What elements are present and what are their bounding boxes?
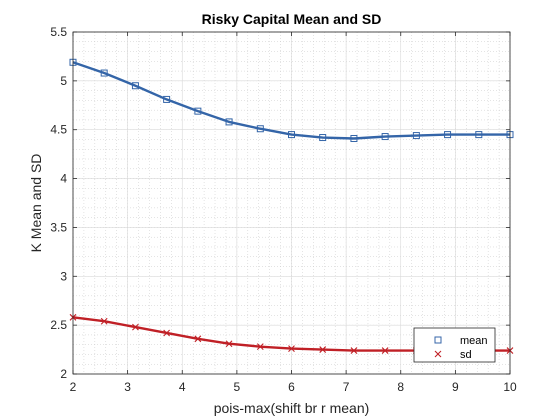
y-axis: 2 2.5 3 3.5 4 4.5 5 5.5 (50, 25, 510, 381)
x-tick-label: 4 (179, 380, 186, 394)
data-point-mean (350, 135, 358, 143)
legend-mean-marker (434, 336, 442, 344)
legend-sd-symbol (434, 350, 442, 358)
y-tick-label: 2.5 (50, 318, 67, 332)
data-point-sd (100, 317, 108, 325)
legend-sd-label: sd (460, 349, 472, 361)
data-point-mean (319, 134, 327, 142)
x-axis: 2 3 4 5 6 7 8 9 10 (70, 32, 517, 394)
legend-sd-marker (434, 350, 442, 358)
y-tick-label: 4.5 (50, 123, 67, 137)
data-point-mean (288, 131, 295, 139)
x-tick-label: 2 (70, 380, 77, 394)
y-tick-label: 2 (60, 367, 67, 381)
x-tick-label: 8 (397, 380, 404, 394)
legend-mean-symbol (434, 336, 442, 344)
data-point-sd (194, 335, 202, 343)
data-point-sd (381, 347, 389, 354)
data-point-mean (225, 118, 233, 126)
data-point-mean (475, 131, 483, 139)
data-point-mean (131, 82, 139, 90)
legend: mean sd (413, 327, 496, 363)
x-tick-label: 7 (343, 380, 350, 394)
y-tick-label: 5.5 (50, 25, 67, 39)
data-point-mean (381, 133, 389, 141)
x-tick-label: 10 (503, 380, 517, 394)
data-point-mean (194, 107, 202, 115)
data-point-mean (100, 69, 108, 77)
x-tick-label: 3 (124, 380, 131, 394)
series-line-mean (72, 61, 510, 140)
x-tick-label: 6 (288, 380, 295, 394)
legend-box (413, 327, 496, 363)
data-point-mean (444, 131, 452, 139)
data-point-sd (163, 329, 171, 337)
legend-mean-label: mean (460, 335, 488, 347)
x-tick-label: 9 (452, 380, 459, 394)
y-tick-label: 3.5 (50, 220, 67, 234)
y-tick-label: 3 (60, 269, 67, 283)
data-point-sd (132, 323, 139, 331)
chart-title: Risky Capital Mean and SD (202, 11, 382, 27)
data-point-sd (350, 347, 358, 354)
data-point-sd (319, 346, 327, 353)
data-point-sd (256, 343, 264, 351)
data-point-sd (288, 345, 295, 352)
y-tick-label: 5 (60, 74, 67, 88)
x-tick-label: 5 (234, 380, 241, 394)
y-tick-label: 4 (60, 172, 67, 186)
data-point-sd (225, 340, 233, 348)
data-point-mean (412, 132, 420, 140)
data-point-mean (256, 125, 264, 133)
y-axis-label: K Mean and SD (28, 154, 44, 253)
data-point-mean (163, 95, 171, 103)
x-axis-label: pois-max(shift br r mean) (214, 400, 370, 416)
